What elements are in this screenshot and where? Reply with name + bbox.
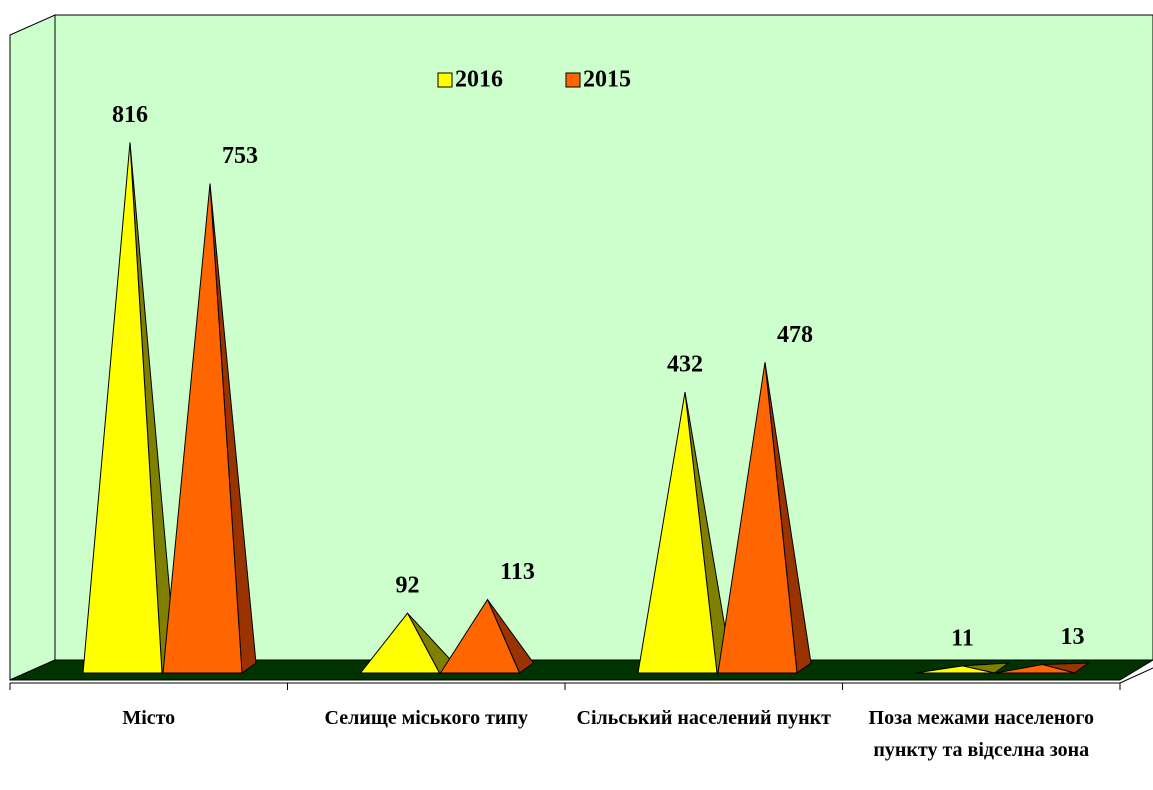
data-label: 113 <box>500 559 535 585</box>
data-label: 753 <box>222 143 258 169</box>
floor <box>9 659 1153 681</box>
data-label: 432 <box>667 352 703 378</box>
x-tick-label: Місто <box>122 707 176 729</box>
data-label: 92 <box>396 573 420 599</box>
pyramid <box>637 392 718 674</box>
data-label: 816 <box>112 102 148 128</box>
x-tick-label: Поза межами населеного пункту та відселн… <box>868 707 1094 761</box>
legend-label: 2016 <box>455 67 503 93</box>
legend-swatch <box>565 72 581 88</box>
legend-label: 2015 <box>583 67 631 93</box>
pyramid <box>995 664 1075 674</box>
data-label: 478 <box>777 322 813 348</box>
pyramid <box>82 142 163 674</box>
x-tick-label: Сільський населений пункт <box>576 707 831 729</box>
pyramid <box>359 612 441 674</box>
pyramid <box>915 665 995 674</box>
data-label: 13 <box>1061 624 1085 650</box>
side-wall <box>9 14 56 681</box>
x-tick-label: Селище міського типу <box>324 707 528 729</box>
data-label: 11 <box>951 625 974 651</box>
x-axis-depth <box>1119 667 1153 684</box>
pyramid <box>162 183 243 674</box>
legend-swatch <box>437 72 453 88</box>
pyramid <box>439 598 521 674</box>
pyramid <box>717 362 798 674</box>
